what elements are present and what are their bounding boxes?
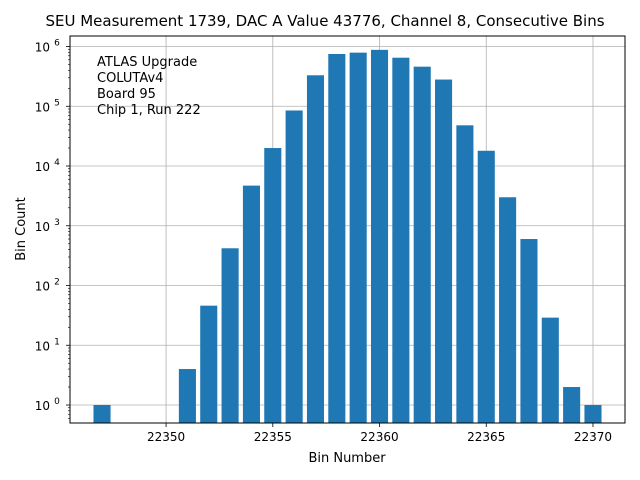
bar <box>392 57 410 423</box>
y-tick-base: 10 <box>35 280 50 294</box>
bar <box>477 150 495 424</box>
y-tick-label: 10 <box>35 100 50 114</box>
annotation-line: Chip 1, Run 222 <box>97 103 201 118</box>
bar <box>285 110 303 424</box>
y-tick-base: 10 <box>35 339 50 353</box>
bars <box>93 49 602 424</box>
annotation-line: COLUTAv4 <box>97 71 163 86</box>
y-tick-exponent: 2 <box>54 278 60 288</box>
y-tick-label: 10 <box>35 399 50 413</box>
y-tick-label: 10 <box>35 339 50 353</box>
y-tick-exponent: 0 <box>54 397 60 407</box>
bar <box>221 248 239 423</box>
bar <box>328 53 346 423</box>
y-axis-title: Bin Count <box>14 197 29 261</box>
y-tick-exponent: 6 <box>54 39 60 49</box>
y-tick-label: 10 <box>35 220 50 234</box>
y-tick-base: 10 <box>35 220 50 234</box>
x-tick-label: 22360 <box>360 430 398 444</box>
x-tick-label: 22370 <box>574 430 612 444</box>
bar <box>435 79 453 424</box>
y-tick-exponent: 5 <box>54 98 60 108</box>
x-axis: 22350 22355 22360 22365 22370 <box>147 423 612 444</box>
bar <box>563 387 581 423</box>
y-tick-label: 10 <box>35 160 50 174</box>
bar <box>413 66 431 424</box>
y-tick-base: 10 <box>35 399 50 413</box>
annotation-line: Board 95 <box>97 87 156 102</box>
bar <box>584 405 602 423</box>
y-tick-exponent: 1 <box>54 337 60 347</box>
chart-title: SEU Measurement 1739, DAC A Value 43776,… <box>45 12 604 30</box>
plot-frame <box>69 35 626 424</box>
x-tick-label: 22350 <box>147 430 185 444</box>
y-axis: 10 0 10 1 10 2 10 3 10 4 10 5 10 6 <box>35 39 70 419</box>
y-tick-base: 10 <box>35 41 50 55</box>
bar <box>349 52 367 424</box>
bar <box>456 125 474 424</box>
bar <box>306 75 325 424</box>
bar <box>541 317 559 423</box>
y-tick-base: 10 <box>35 100 50 114</box>
bar <box>178 369 196 423</box>
bar <box>93 405 111 423</box>
bar <box>520 239 538 423</box>
bar <box>242 185 260 423</box>
y-tick-label: 10 <box>35 41 50 55</box>
annotation-line: ATLAS Upgrade <box>97 55 197 70</box>
bar <box>370 49 389 424</box>
y-tick-label: 10 <box>35 280 50 294</box>
y-tick-exponent: 3 <box>54 218 60 228</box>
y-tick-base: 10 <box>35 160 50 174</box>
x-tick-label: 22355 <box>254 430 292 444</box>
bar <box>200 305 218 423</box>
x-axis-title: Bin Number <box>308 451 386 466</box>
bar <box>264 148 282 423</box>
y-tick-exponent: 4 <box>54 158 60 168</box>
bar <box>499 197 517 423</box>
x-tick-label: 22365 <box>467 430 505 444</box>
